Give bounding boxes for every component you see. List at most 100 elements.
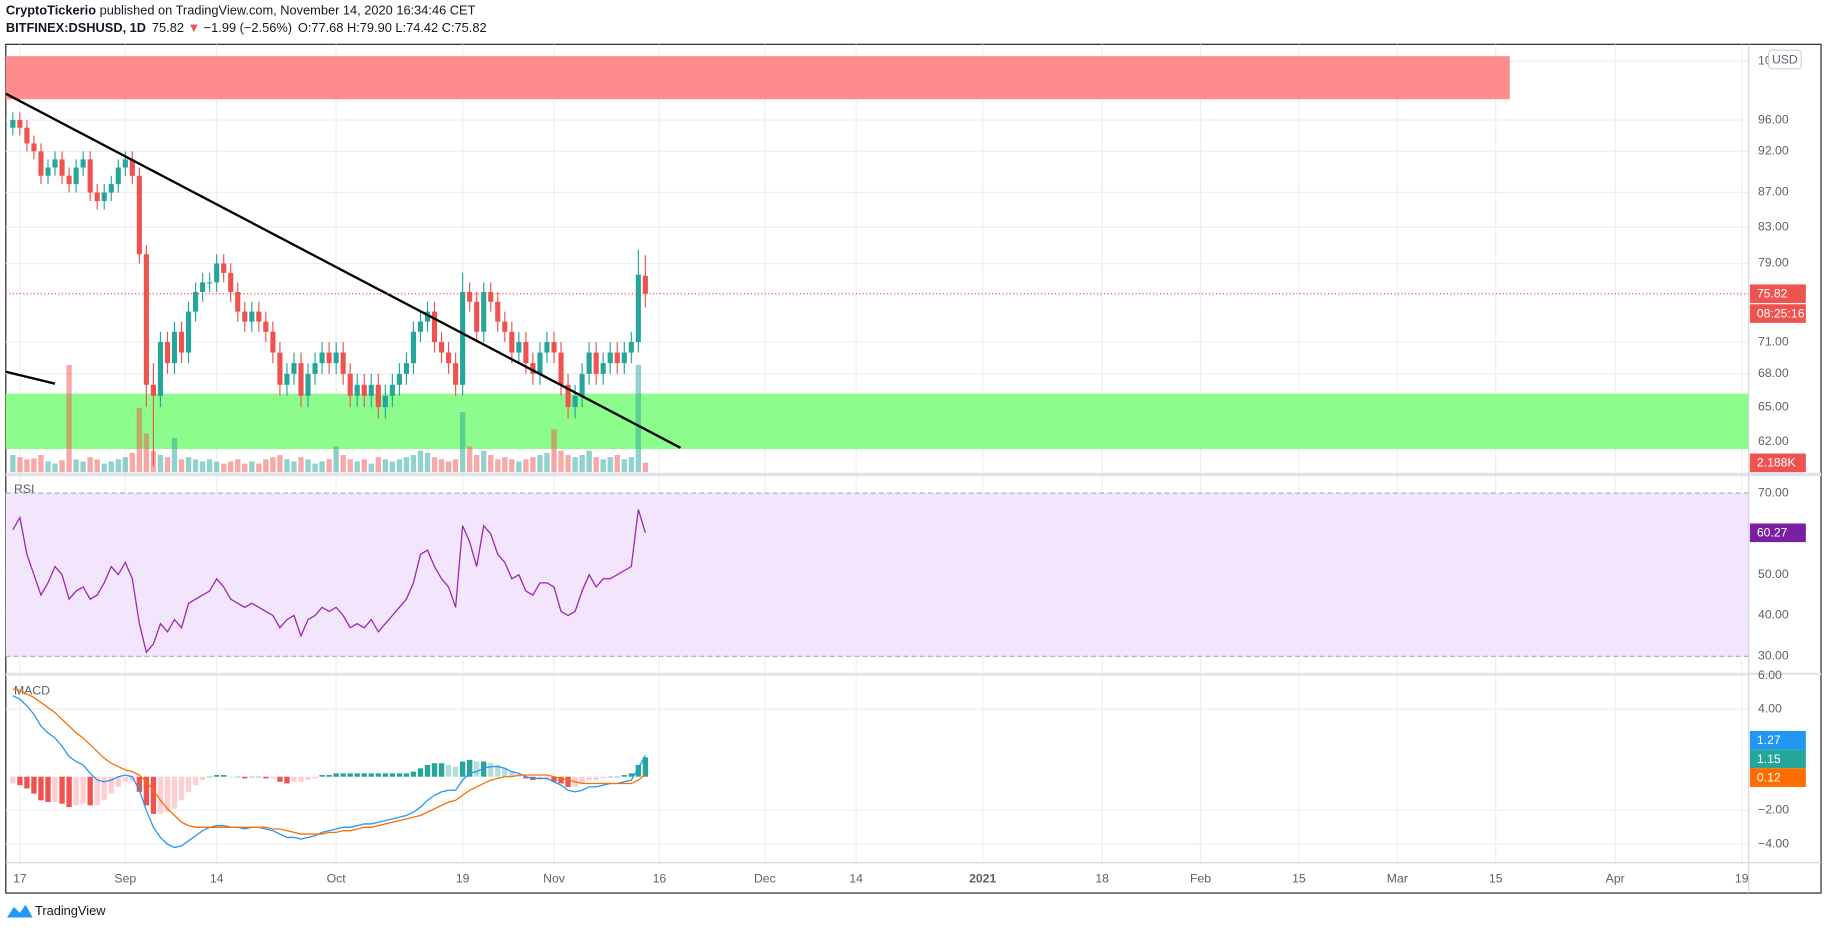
pane-title: RSI <box>14 482 34 496</box>
histogram-bar <box>17 776 23 786</box>
volume-bar <box>129 452 136 473</box>
volume-bar <box>642 462 649 473</box>
volume-bar <box>115 459 121 473</box>
candle-body <box>389 384 395 396</box>
candle-body <box>24 127 30 144</box>
histogram-bar <box>382 773 389 777</box>
histogram-bar <box>607 776 613 778</box>
volume-bar <box>122 457 128 473</box>
ohlc: O:77.68 H:79.90 L:74.42 C:75.82 <box>298 21 487 36</box>
currency-button[interactable] <box>1767 49 1802 70</box>
chart-frame <box>5 43 1822 894</box>
candle-body <box>129 159 135 176</box>
y-tick-label: 6.00 <box>1758 668 1782 682</box>
histogram-bar <box>628 773 634 777</box>
currency[interactable]: USD <box>1772 52 1798 66</box>
candle-body <box>460 291 466 385</box>
candle-body <box>375 384 381 408</box>
volume-bar <box>431 457 438 473</box>
volume-bar <box>66 364 72 473</box>
volume-bar <box>628 457 634 473</box>
volume-bar <box>340 455 346 473</box>
candle-body <box>340 352 346 374</box>
volume-bar <box>73 459 79 473</box>
candle-body <box>284 373 290 385</box>
volume-bar <box>319 461 325 473</box>
candle-body <box>228 272 234 292</box>
volume-bar <box>635 364 642 473</box>
volume-bar <box>17 457 23 473</box>
x-tick-label: Sep <box>114 871 136 885</box>
histogram-bar <box>178 776 185 801</box>
volume-bar <box>59 460 65 473</box>
histogram-bar <box>185 776 192 792</box>
histogram-bar <box>94 776 100 806</box>
volume-bar <box>221 463 227 473</box>
candle-body <box>326 352 332 364</box>
footer-logo <box>6 904 33 918</box>
volume-bar <box>171 437 178 473</box>
candle-body <box>607 352 613 364</box>
histogram-bar <box>593 776 599 781</box>
candle-body <box>586 352 592 374</box>
y-tick-label: 40.00 <box>1758 608 1789 622</box>
volume-bar <box>565 455 571 473</box>
candle-body <box>579 373 585 396</box>
volume-bar <box>417 450 424 473</box>
footer-text: TradingView <box>35 903 106 918</box>
pane-title: MACD <box>14 684 50 698</box>
volume-bar <box>445 461 452 473</box>
candle-body <box>417 321 424 332</box>
volume-bar <box>136 407 143 473</box>
x-tick-label: Nov <box>543 871 566 885</box>
histogram-bar <box>452 766 459 777</box>
candle-body <box>59 159 65 176</box>
histogram-bar <box>270 776 276 779</box>
histogram-bar <box>565 776 571 787</box>
volume-bar <box>481 450 487 473</box>
volume-bar <box>375 457 381 473</box>
histogram-bar <box>115 776 121 787</box>
candle-body <box>333 352 339 364</box>
y-tick-label: 50.00 <box>1758 567 1789 581</box>
volume-bar <box>347 459 353 473</box>
volume-bar <box>452 459 459 473</box>
volume-bar <box>263 459 269 473</box>
candle-body <box>446 352 452 364</box>
volume-bar <box>438 459 445 473</box>
rsi-label-box <box>1749 523 1806 543</box>
candle-body <box>143 254 149 385</box>
volume-bar <box>424 452 431 473</box>
histogram-bar <box>516 775 522 777</box>
histogram-bar <box>66 776 72 808</box>
last-price-label-box <box>1749 284 1806 304</box>
volume-bar <box>277 455 283 473</box>
histogram-bar <box>277 776 283 782</box>
candle-body <box>635 274 641 343</box>
histogram-bar <box>221 775 227 777</box>
histogram-bar <box>466 759 473 777</box>
candle-body <box>347 373 353 396</box>
histogram-label: 1.15 <box>1757 752 1781 766</box>
volume-bar <box>80 461 86 473</box>
candle-body <box>185 311 192 353</box>
histogram-bar <box>199 776 206 781</box>
candle-body <box>481 291 487 332</box>
histogram-bar <box>523 776 529 779</box>
histogram-bar <box>368 773 374 777</box>
volume-bar <box>242 463 248 473</box>
signal-line <box>12 688 646 835</box>
candle-body <box>537 352 543 374</box>
macd-line <box>12 695 646 849</box>
candle-body <box>207 282 213 284</box>
candle-body <box>115 167 121 185</box>
histogram-bar <box>80 776 86 804</box>
histogram-bar <box>417 768 424 777</box>
volume-bar <box>600 459 606 473</box>
volume-bar <box>178 459 185 473</box>
volume-bar <box>31 458 37 473</box>
author: CryptoTickerio <box>6 3 96 18</box>
volume-bar <box>249 461 255 473</box>
histogram-bar <box>396 773 403 777</box>
candle-body <box>66 175 72 185</box>
